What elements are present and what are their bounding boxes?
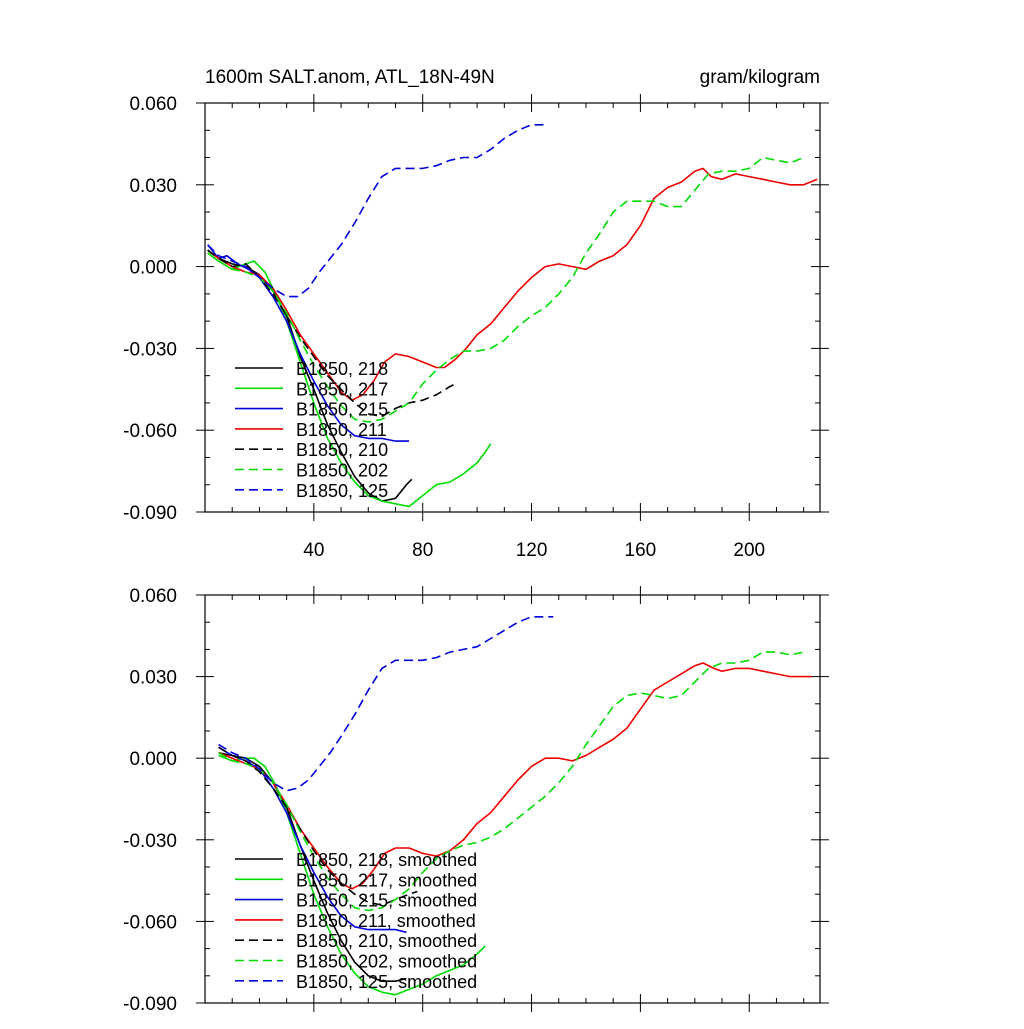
series-line-4 (207, 167, 818, 401)
plot-frame (204, 102, 821, 513)
series-line-2 (218, 754, 486, 996)
y-tick-label: 0.030 (129, 668, 177, 689)
x-tick-label: 160 (625, 540, 657, 561)
legend-label: B1850, 215, smoothed (296, 891, 477, 911)
legend-label: B1850, 211, smoothed (296, 911, 476, 931)
y-tick-label: 0.000 (129, 749, 177, 770)
legend-label: B1850, 217 (296, 379, 388, 399)
y-tick-label: -0.090 (123, 503, 177, 524)
series-line-2 (207, 252, 492, 508)
y-tick-label: -0.030 (123, 339, 177, 360)
legend-label: B1850, 210 (296, 440, 388, 460)
series-line-7 (218, 616, 554, 792)
legend-label: B1850, 218, smoothed (296, 850, 477, 870)
y-tick-label: -0.060 (123, 421, 177, 442)
legend-label: B1850, 217, smoothed (296, 870, 477, 890)
series-line-5 (218, 746, 418, 906)
series-line-6 (207, 156, 804, 423)
legend-label: B1850, 218 (296, 359, 388, 379)
series-line-7 (207, 121, 549, 298)
x-tick-label: 80 (412, 540, 433, 561)
y-tick-label: -0.030 (123, 831, 177, 852)
y-tick-label: -0.090 (123, 994, 177, 1015)
legend-label: B1850, 211 (296, 420, 387, 440)
legend-label: B1850, 125, smoothed (296, 972, 477, 992)
chart-title: 1600m SALT.anom, ATL_18N-49N (205, 67, 495, 88)
legend-label: B1850, 202 (296, 461, 388, 481)
plot-frame (204, 594, 821, 1004)
chart-panel-1: -0.090 -0.060 -0.030 0.000 0.030 0.060 40 80 120… (123, 94, 829, 561)
x-tick-label: 200 (733, 540, 765, 561)
y-tick-label: 0.000 (129, 258, 177, 279)
y-tick-label: 0.060 (129, 586, 177, 607)
y-tick-label: 0.030 (129, 176, 177, 197)
legend-label: B1850, 210, smoothed (296, 931, 477, 951)
series-group (218, 616, 812, 996)
x-tick-label: 40 (303, 540, 324, 561)
legend-label: B1850, 215 (296, 400, 388, 420)
y-tick-label: -0.060 (123, 912, 177, 933)
y-tick-label: 0.060 (129, 94, 177, 115)
series-line-4 (218, 662, 812, 890)
legend-label: B1850, 202, smoothed (296, 952, 477, 972)
legend-label: B1850, 125 (296, 481, 388, 501)
chart-units: gram/kilogram (700, 67, 820, 88)
x-tick-label: 120 (516, 540, 548, 561)
series-line-5 (207, 249, 456, 418)
series-group (207, 121, 818, 508)
chart-panel-2: -0.090 -0.060 -0.030 0.000 0.030 0.060 B1850, … (123, 586, 829, 1015)
series-line-6 (218, 651, 804, 912)
